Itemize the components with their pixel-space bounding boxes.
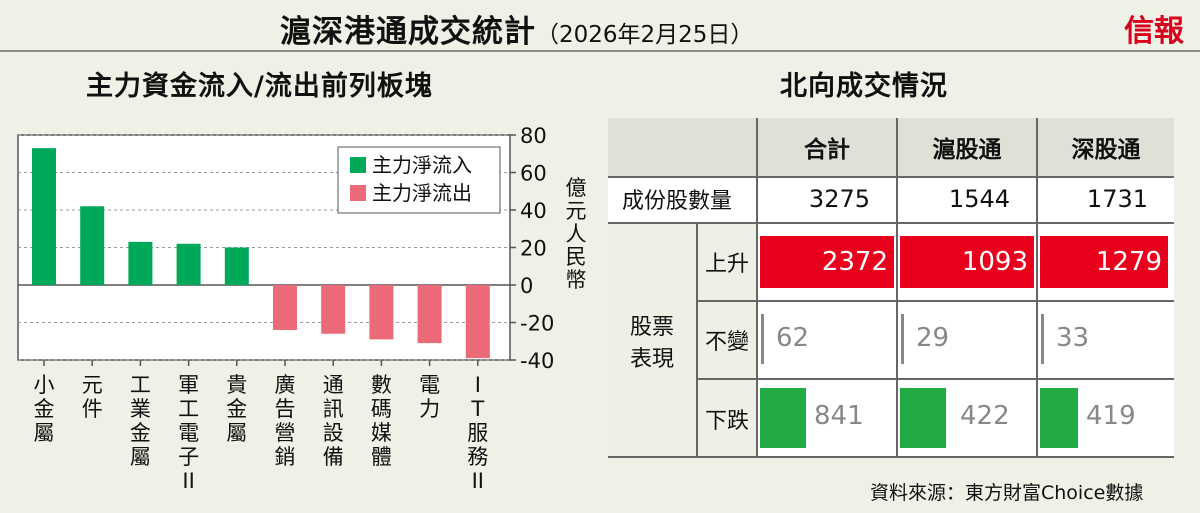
group-label: 股票 表現 bbox=[608, 224, 696, 458]
grid-line bbox=[696, 300, 1174, 302]
flat-bar-shanghai bbox=[901, 314, 904, 364]
y-axis-label: 億元人民幣 bbox=[566, 176, 587, 292]
rise-bar-shenzhen: 1279 bbox=[1040, 236, 1168, 288]
y-tick-label: 80 bbox=[520, 124, 547, 148]
volume-shanghai: 1544 bbox=[948, 185, 1010, 213]
flat-value-shanghai: 29 bbox=[916, 323, 950, 353]
y-tick-label: 0 bbox=[520, 274, 533, 298]
northbound-title: 北向成交情況 bbox=[780, 71, 948, 102]
legend-swatch bbox=[350, 185, 366, 201]
header-shenzhen: 深股通 bbox=[1038, 118, 1174, 176]
bar-軍工電子II bbox=[176, 243, 201, 285]
legend-label: 主力淨流入 bbox=[372, 153, 472, 177]
flat-label: 不變 bbox=[698, 302, 756, 378]
fall-bar-shenzhen bbox=[1040, 388, 1078, 448]
grid-line bbox=[1036, 118, 1038, 458]
title-date: （2026年2月25日） bbox=[536, 22, 754, 48]
fund-flow-chart: 80 60 40 20 0 -20 -40 小金屬 元件 工業金屬 軍工電子 II 貴金屬 廣告營銷 通訊設… bbox=[17, 124, 587, 493]
bar-廣告營銷 bbox=[273, 285, 297, 330]
header-total: 合計 bbox=[758, 118, 896, 176]
volume-total: 3275 bbox=[808, 185, 870, 213]
fall-value-shenzhen: 419 bbox=[1086, 401, 1136, 431]
rise-value-shenzhen: 1279 bbox=[1095, 247, 1162, 277]
bar-元件 bbox=[80, 206, 105, 285]
x-label-廣告營銷: 廣告營銷 bbox=[275, 373, 296, 469]
grid-line bbox=[896, 118, 898, 458]
legend-label: 主力淨流出 bbox=[372, 181, 472, 205]
header-corner bbox=[608, 118, 756, 176]
y-tick-label: 60 bbox=[520, 162, 547, 186]
bar-通訊設備 bbox=[321, 285, 346, 334]
x-label-貴金屬: 貴金屬 bbox=[226, 373, 247, 445]
rise-bar-total: 2372 bbox=[760, 236, 894, 288]
fall-value-shanghai: 422 bbox=[960, 401, 1010, 431]
rise-value-total: 2372 bbox=[821, 247, 888, 277]
grid-line bbox=[608, 176, 1174, 178]
chart-title: 主力資金流入/流出前列板塊 bbox=[86, 71, 433, 102]
fall-bar-shanghai bbox=[900, 388, 946, 448]
x-label-小金屬: 小金屬 bbox=[34, 373, 55, 445]
x-label-工業金屬: 工業金屬 bbox=[130, 373, 151, 469]
fall-value-total: 841 bbox=[814, 401, 864, 431]
y-tick-label: -20 bbox=[520, 312, 554, 336]
page-title: 滬深港通成交統計（2026年2月25日） bbox=[280, 6, 753, 51]
bar-電力 bbox=[417, 285, 442, 344]
rise-value-shanghai: 1093 bbox=[961, 247, 1028, 277]
source-note: 資料來源：東方財富Choice數據 bbox=[870, 482, 1144, 504]
header-divider bbox=[0, 50, 1200, 52]
x-label-電力: 電力 bbox=[419, 373, 440, 421]
y-tick-label: 20 bbox=[520, 237, 547, 261]
grid-line bbox=[608, 456, 1174, 458]
rise-bar-shanghai: 1093 bbox=[900, 236, 1034, 288]
title-text: 滬深港通成交統計 bbox=[280, 14, 536, 50]
grid-line bbox=[608, 222, 1174, 224]
grid-line bbox=[756, 118, 758, 458]
grid-line bbox=[696, 224, 698, 458]
bar-IT服務II bbox=[465, 285, 490, 359]
fall-bar-total bbox=[760, 388, 806, 448]
header-shanghai: 滬股通 bbox=[898, 118, 1036, 176]
bar-小金屬 bbox=[32, 148, 56, 285]
legend-swatch bbox=[350, 157, 366, 173]
x-label-軍工電子II: 軍工電子 II bbox=[178, 373, 199, 493]
fall-label: 下跌 bbox=[698, 380, 756, 458]
flat-value-total: 62 bbox=[776, 323, 810, 353]
x-label-元件: 元件 bbox=[82, 373, 103, 421]
x-label-通訊設備: 通訊設備 bbox=[323, 373, 344, 469]
northbound-table: 合計 滬股通 深股通 成份股數量 3275 1544 1731 股票 表現 上升… bbox=[608, 118, 1174, 458]
logo: 信報 bbox=[1124, 14, 1184, 49]
flat-bar-total bbox=[761, 314, 764, 364]
bar-工業金屬 bbox=[128, 241, 153, 285]
flat-value-shenzhen: 33 bbox=[1056, 323, 1090, 353]
bar-數碼媒體 bbox=[369, 285, 394, 340]
group-label-line-1: 股票 bbox=[629, 315, 674, 340]
rise-label: 上升 bbox=[698, 224, 756, 300]
volume-label: 成份股數量 bbox=[622, 189, 733, 214]
bar-貴金屬 bbox=[224, 247, 249, 285]
x-label-IT服務II: I T 服務 II bbox=[467, 373, 488, 493]
volume-shenzhen: 1731 bbox=[1086, 185, 1148, 213]
group-label-line-2: 表現 bbox=[629, 347, 674, 372]
y-tick-label: 40 bbox=[520, 199, 547, 223]
flat-bar-shenzhen bbox=[1041, 314, 1044, 364]
y-tick-label: -40 bbox=[520, 349, 554, 373]
x-label-數碼媒體: 數碼媒體 bbox=[371, 373, 392, 469]
grid-line bbox=[696, 378, 1174, 380]
